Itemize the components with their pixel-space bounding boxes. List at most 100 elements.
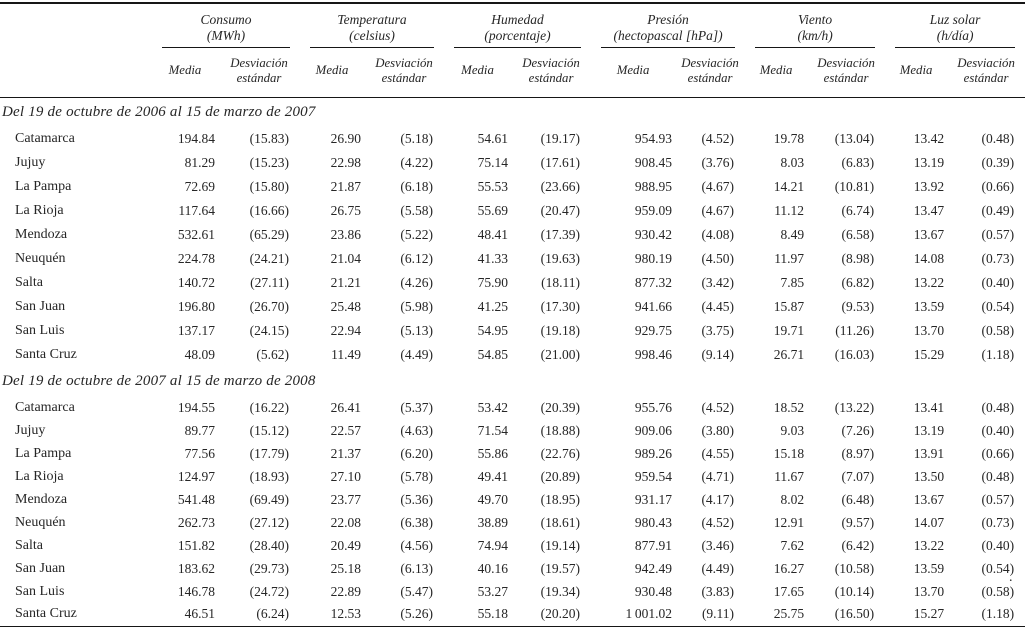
cell-media: 877.91 [634, 537, 673, 553]
cell-media: 21.04 [330, 251, 362, 266]
cell-sd: (1.18) [981, 347, 1015, 362]
cell-sd: (5.26) [400, 606, 434, 622]
table-row: San Luis 137.17 (24.15) 22.94 (5.13) 54.95 (19… [0, 319, 1025, 343]
cell-media: 954.93 [634, 131, 673, 146]
cell-sd: (4.67) [701, 179, 735, 194]
cell-sd: (3.75) [701, 323, 735, 338]
cell-sd: (13.04) [834, 131, 875, 146]
cell-sd: (15.80) [249, 179, 290, 194]
cell-sd: (18.61) [540, 514, 581, 530]
cell-media: 13.19 [913, 155, 945, 170]
table-row: La Pampa 77.56 (17.79) 21.37 (6.20) 55.86 (22.… [0, 442, 1025, 465]
cell-media: 27.10 [330, 468, 362, 484]
table-row: Santa Cruz 46.51 (6.24) 12.53 (5.26) 55.18 (20… [0, 603, 1025, 626]
table-row: Salta 151.82 (28.40) 20.49 (4.56) 74.94 (19.14… [0, 534, 1025, 557]
cell-media: 41.25 [477, 299, 509, 314]
cell-media: 11.97 [774, 251, 805, 266]
cell-media: 959.09 [634, 203, 673, 218]
cell-sd: (9.53) [841, 299, 875, 314]
cell-media: 15.29 [913, 347, 945, 362]
row-label: La Pampa [15, 445, 72, 461]
cell-sd: (7.07) [841, 468, 875, 484]
section-title: Del 19 de octubre de 2006 al 15 de marzo… [2, 104, 316, 120]
cell-sd: (0.58) [981, 583, 1015, 599]
subheader-row: Media Desviación estándar Media Desviación … [0, 48, 1025, 98]
cell-media: 25.75 [773, 606, 805, 622]
cell-media: 183.62 [177, 560, 215, 576]
cell-media: 146.78 [177, 583, 215, 599]
cell-sd: (21.00) [540, 347, 581, 362]
cell-media: 21.21 [330, 275, 362, 290]
cell-sd: (6.83) [841, 155, 875, 170]
group-head-label: Luz solar (h/día) [895, 12, 1016, 48]
cell-media: 13.91 [913, 445, 945, 461]
cell-sd: (0.57) [981, 491, 1015, 507]
cell-sd: (4.55) [701, 445, 735, 461]
cell-media: 26.75 [330, 203, 362, 218]
cell-media: 13.59 [913, 560, 945, 576]
cell-media: 13.70 [913, 583, 945, 599]
cell-media: 7.85 [780, 275, 805, 290]
cell-sd: (27.11) [250, 275, 290, 290]
cell-media: 980.19 [634, 251, 673, 266]
cell-sd: (18.11) [541, 275, 581, 290]
group-head-label: Humedad (porcentaje) [454, 12, 582, 48]
group-header-5: Viento (km/h) [745, 3, 885, 48]
cell-media: 13.19 [913, 422, 945, 438]
cell-media: 13.42 [913, 131, 945, 146]
cell-sd: (3.42) [701, 275, 735, 290]
row-label: Catamarca [15, 399, 75, 415]
cell-media: 942.49 [634, 560, 673, 576]
cell-sd: (9.11) [701, 606, 735, 622]
cell-sd: (8.97) [841, 445, 875, 461]
cell-sd: (6.12) [400, 251, 434, 266]
cell-sd: (10.58) [834, 560, 875, 576]
cell-media: 151.82 [177, 537, 215, 553]
cell-sd: (15.83) [249, 131, 290, 146]
cell-media: 48.41 [477, 227, 509, 242]
cell-sd: (24.72) [249, 583, 290, 599]
cell-sd: (16.66) [249, 203, 290, 218]
cell-sd: (6.13) [400, 560, 434, 576]
cell-media: 49.70 [477, 491, 509, 507]
cell-media: 11.67 [774, 468, 805, 484]
cell-media: 194.55 [177, 399, 215, 415]
cell-media: 13.22 [913, 275, 945, 290]
cell-media: 25.18 [330, 560, 362, 576]
cell-media: 22.98 [330, 155, 362, 170]
subheader-media: Media [300, 48, 365, 98]
cell-sd: (4.52) [701, 514, 735, 530]
row-label: Jujuy [15, 422, 46, 438]
cell-media: 929.75 [634, 323, 673, 338]
cell-media: 55.69 [477, 203, 509, 218]
cell-sd: (28.40) [249, 537, 290, 553]
cell-sd: (23.66) [540, 179, 581, 194]
cell-media: 26.90 [330, 131, 362, 146]
cell-sd: (4.71) [701, 468, 735, 484]
cell-sd: (0.73) [981, 514, 1015, 530]
cell-media: 1 001.02 [625, 606, 673, 622]
cell-media: 22.08 [330, 514, 362, 530]
cell-sd: (5.47) [400, 583, 434, 599]
group-head-label: Temperatura (celsius) [310, 12, 435, 48]
cell-media: 7.62 [780, 537, 805, 553]
cell-media: 75.14 [477, 155, 509, 170]
cell-sd: (0.40) [981, 537, 1015, 553]
cell-sd: (3.80) [701, 422, 735, 438]
cell-sd: (0.49) [981, 203, 1015, 218]
group-header-row: Consumo (MWh) Temperatura (celsius) Humedad(… [0, 3, 1025, 98]
group-head-label: Presión (hectopascal [hPa]) [601, 12, 736, 48]
cell-sd: (5.36) [400, 491, 434, 507]
subheader-media: Media [591, 48, 676, 98]
table-row: La Rioja 117.64 (16.66) 26.75 (5.58) 55.69 (20… [0, 199, 1025, 223]
group-header-2: Temperatura (celsius) [300, 3, 444, 48]
cell-sd: (16.03) [834, 347, 875, 362]
cell-sd: (9.57) [841, 514, 875, 530]
cell-media: 41.33 [477, 251, 509, 266]
cell-sd: (6.24) [256, 606, 290, 622]
cell-media: 25.48 [330, 299, 362, 314]
cell-sd: (15.23) [249, 155, 290, 170]
cell-sd: (4.49) [400, 347, 434, 362]
cell-sd: (15.12) [249, 422, 290, 438]
cell-media: 72.69 [184, 179, 215, 194]
